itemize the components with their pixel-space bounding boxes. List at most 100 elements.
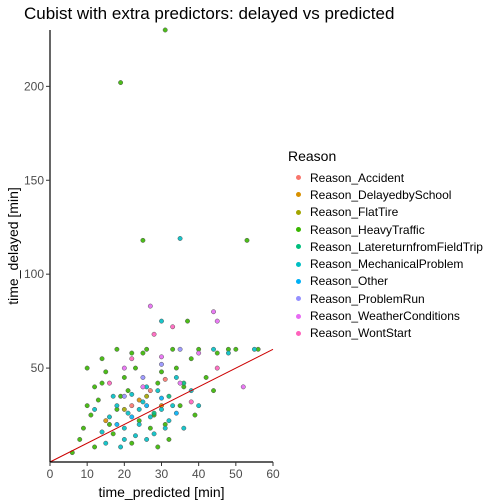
- legend-item: Reason_Other: [288, 273, 483, 290]
- legend-marker: [295, 296, 301, 302]
- data-point: [181, 425, 187, 431]
- data-point: [177, 236, 183, 241]
- legend-key: [288, 330, 308, 336]
- data-point: [84, 365, 90, 371]
- legend-item: Reason_LatereturnfromFieldTrip: [288, 238, 483, 255]
- legend-label: Reason_MechanicalProblem: [310, 257, 464, 272]
- data-point: [166, 418, 172, 424]
- legend-item: Reason_MechanicalProblem: [288, 255, 483, 272]
- data-point: [129, 414, 135, 420]
- data-point: [129, 350, 135, 356]
- data-point: [177, 380, 183, 386]
- data-point: [92, 384, 98, 390]
- data-point: [103, 369, 109, 375]
- reference-line: [49, 348, 274, 463]
- legend-item: Reason_WeatherConditions: [288, 307, 483, 324]
- data-point: [121, 425, 127, 431]
- legend-key: [288, 261, 308, 267]
- data-point: [173, 410, 179, 416]
- x-tick-label: 50: [229, 467, 243, 481]
- chart-title: Cubist with extra predictors: delayed vs…: [24, 4, 395, 23]
- data-point: [114, 421, 120, 427]
- data-point: [107, 414, 112, 420]
- legend-label: Reason_Other: [310, 274, 389, 289]
- data-point: [110, 393, 116, 399]
- y-tick-label: 50: [31, 361, 45, 375]
- x-tick-label: 20: [118, 467, 132, 481]
- legend-marker: [295, 330, 301, 336]
- data-point: [144, 437, 150, 442]
- legend-key: [288, 209, 308, 215]
- data-point: [140, 237, 146, 243]
- legend-key: [288, 296, 308, 302]
- legend-marker: [295, 192, 301, 198]
- data-point: [125, 388, 131, 394]
- data-point: [147, 414, 153, 420]
- data-point: [133, 433, 138, 439]
- data-point: [155, 388, 161, 394]
- legend-key: [288, 278, 308, 284]
- data-point: [151, 410, 157, 416]
- data-point: [159, 318, 164, 324]
- data-point: [188, 356, 194, 362]
- data-point: [129, 391, 135, 397]
- data-point: [140, 384, 146, 390]
- x-tick-label: 60: [266, 467, 280, 481]
- legend-marker: [295, 261, 301, 267]
- x-axis-label: time_predicted [min]: [98, 484, 224, 500]
- legend-label: Reason_HeavyTraffic: [310, 222, 425, 237]
- legend-label: Reason_WontStart: [310, 326, 412, 341]
- data-point: [166, 437, 172, 442]
- data-point: [129, 403, 135, 409]
- data-point: [151, 331, 157, 337]
- legend-marker: [295, 209, 301, 215]
- legend-item: Reason_Accident: [288, 169, 483, 186]
- legend-item: Reason_HeavyTraffic: [288, 221, 483, 238]
- data-point: [107, 421, 112, 427]
- data-point: [214, 318, 220, 324]
- legend-key: [288, 244, 308, 250]
- legend-key: [288, 227, 308, 233]
- legend-label: Reason_Accident: [310, 170, 405, 185]
- data-point: [88, 412, 94, 418]
- data-point: [121, 393, 127, 399]
- data-point: [240, 384, 246, 390]
- data-point: [121, 375, 127, 380]
- x-tick-label: 40: [192, 467, 206, 481]
- data-point: [92, 406, 98, 412]
- data-point: [103, 418, 109, 424]
- data-point: [77, 437, 83, 442]
- data-point: [125, 410, 131, 416]
- data-point: [185, 318, 190, 324]
- y-axis-label: time_delayed [min]: [5, 187, 21, 305]
- data-point: [159, 369, 164, 375]
- data-point: [170, 403, 176, 409]
- data-point: [92, 444, 98, 450]
- x-tick-label: 30: [155, 467, 169, 481]
- data-point: [225, 350, 231, 356]
- data-point: [121, 437, 127, 442]
- data-point: [196, 350, 202, 356]
- legend-label: Reason_DelayedbySchool: [310, 187, 452, 202]
- data-point: [155, 380, 161, 386]
- legend-title: Reason: [288, 148, 337, 164]
- data-point: [114, 346, 120, 352]
- data-point: [159, 395, 164, 401]
- data-point: [84, 403, 90, 409]
- data-point: [170, 346, 176, 352]
- data-point: [177, 346, 183, 352]
- data-point: [173, 365, 179, 371]
- data-point: [136, 406, 142, 412]
- data-point: [114, 403, 120, 409]
- data-point: [144, 393, 150, 399]
- data-point: [188, 399, 194, 405]
- data-point: [133, 365, 138, 371]
- legend-item: Reason_FlatTire: [288, 204, 483, 221]
- legend-label: Reason_WeatherConditions: [310, 309, 460, 324]
- data-point: [159, 361, 164, 367]
- data-point: [95, 397, 101, 403]
- data-point: [81, 425, 86, 431]
- data-point: [155, 444, 161, 450]
- data-point: [162, 425, 168, 431]
